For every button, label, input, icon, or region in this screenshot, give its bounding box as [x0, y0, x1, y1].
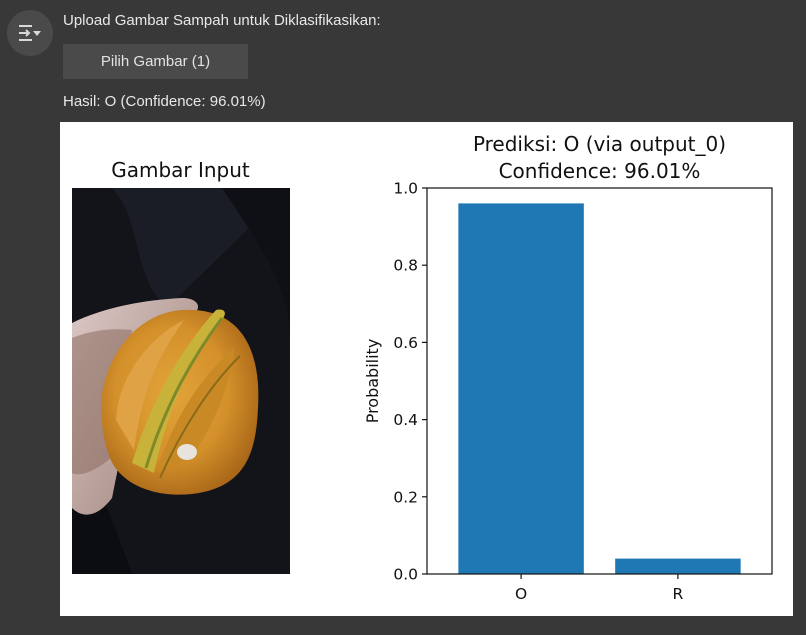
classification-result: Hasil: O (Confidence: 96.01%): [63, 93, 266, 110]
x-tick-label: O: [515, 585, 527, 603]
upload-prompt: Upload Gambar Sampah untuk Diklasifikasi…: [63, 12, 381, 29]
y-tick-label: 0.0: [393, 566, 418, 584]
y-tick-label: 1.0: [393, 180, 418, 198]
chart-title: Prediksi: O (via output_0): [473, 132, 726, 156]
y-tick-label: 0.8: [393, 257, 418, 275]
output-collapse-icon: [19, 25, 41, 41]
y-tick-label: 0.4: [393, 411, 418, 429]
axes-frame: [426, 187, 773, 575]
x-tick-label: R: [673, 585, 684, 603]
bar-r: [615, 558, 741, 574]
bar-o: [458, 203, 584, 574]
y-tick-label: 0.6: [393, 334, 418, 352]
output-toggle-button[interactable]: [7, 10, 53, 56]
probability-bar-chart: Prediksi: O (via output_0) Confidence: 96…: [363, 132, 773, 603]
chart-subtitle: Confidence: 96.01%: [499, 159, 701, 183]
matplotlib-figure: Gambar Input: [60, 122, 793, 616]
y-tick-label: 0.2: [393, 488, 418, 506]
image-title: Gambar Input: [111, 158, 250, 182]
starfruit-photo: [72, 188, 290, 574]
y-axis-label: Probability: [363, 339, 382, 424]
choose-image-button[interactable]: Pilih Gambar (1): [63, 44, 248, 79]
